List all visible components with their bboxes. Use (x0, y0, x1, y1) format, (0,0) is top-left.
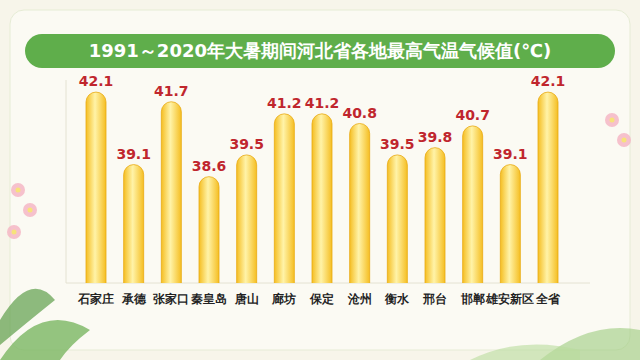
x-tick-label: 承德 (121, 292, 147, 306)
bar (500, 165, 520, 283)
decoration-flower (605, 113, 619, 127)
data-label: 39.5 (380, 136, 415, 152)
title-banner (25, 34, 615, 68)
decoration-flower (617, 133, 631, 147)
x-tick-label: 保定 (309, 292, 334, 306)
bar (199, 177, 219, 283)
decoration-flower-center (28, 208, 33, 213)
decoration-flower (23, 203, 37, 217)
data-label: 42.1 (79, 73, 114, 89)
data-label: 39.1 (493, 146, 528, 162)
decoration-flower-center (610, 118, 615, 123)
bar (463, 126, 483, 283)
data-label: 42.1 (531, 73, 566, 89)
decoration-flower (7, 225, 21, 239)
x-tick-label: 石家庄 (77, 292, 114, 306)
y-axis-line (66, 80, 67, 283)
decoration-hill (470, 344, 580, 360)
bar (387, 155, 407, 283)
x-tick-label: 沧州 (347, 292, 372, 306)
decoration-leaf (0, 289, 55, 345)
data-label: 39.5 (229, 136, 264, 152)
x-tick-label: 邢台 (422, 292, 447, 306)
title: 1991～2020年大暑期间河北省各地最高气温气候值(℃) (89, 40, 551, 61)
x-tick-label: 张家口 (153, 292, 189, 306)
data-label: 41.7 (154, 83, 189, 99)
data-label: 39.8 (418, 129, 453, 145)
background (0, 0, 640, 360)
bar (161, 102, 181, 283)
panel (10, 10, 630, 350)
decoration-flower-center (622, 138, 627, 143)
data-label: 39.1 (116, 146, 151, 162)
x-tick-label: 秦皇岛 (191, 292, 227, 306)
data-label: 38.6 (192, 158, 227, 174)
data-label: 41.2 (305, 95, 340, 111)
x-tick-label: 邯郸 (460, 292, 485, 306)
bar (274, 114, 294, 283)
data-label: 40.7 (455, 107, 490, 123)
bar (124, 165, 144, 283)
decoration-flower-center (16, 188, 21, 193)
bar (425, 148, 445, 283)
bar (312, 114, 332, 283)
bar (538, 92, 558, 283)
data-label: 41.2 (267, 95, 302, 111)
bars (86, 92, 558, 283)
chart: 1991～2020年大暑期间河北省各地最高气温气候值(℃) 42.1 石家庄 39.1… (0, 0, 640, 360)
decoration-flower (11, 183, 25, 197)
x-tick-label: 全省 (535, 292, 561, 306)
x-tick-label: 衡水 (384, 292, 410, 306)
data-label: 40.8 (342, 105, 377, 121)
x-tick-label: 雄安新区 (485, 292, 534, 306)
x-tick-label: 唐山 (234, 292, 259, 306)
x-tick-label: 廊坊 (271, 292, 296, 306)
bar (86, 92, 106, 283)
bar (237, 155, 257, 283)
decoration-flower-center (12, 230, 17, 235)
bar (350, 124, 370, 284)
